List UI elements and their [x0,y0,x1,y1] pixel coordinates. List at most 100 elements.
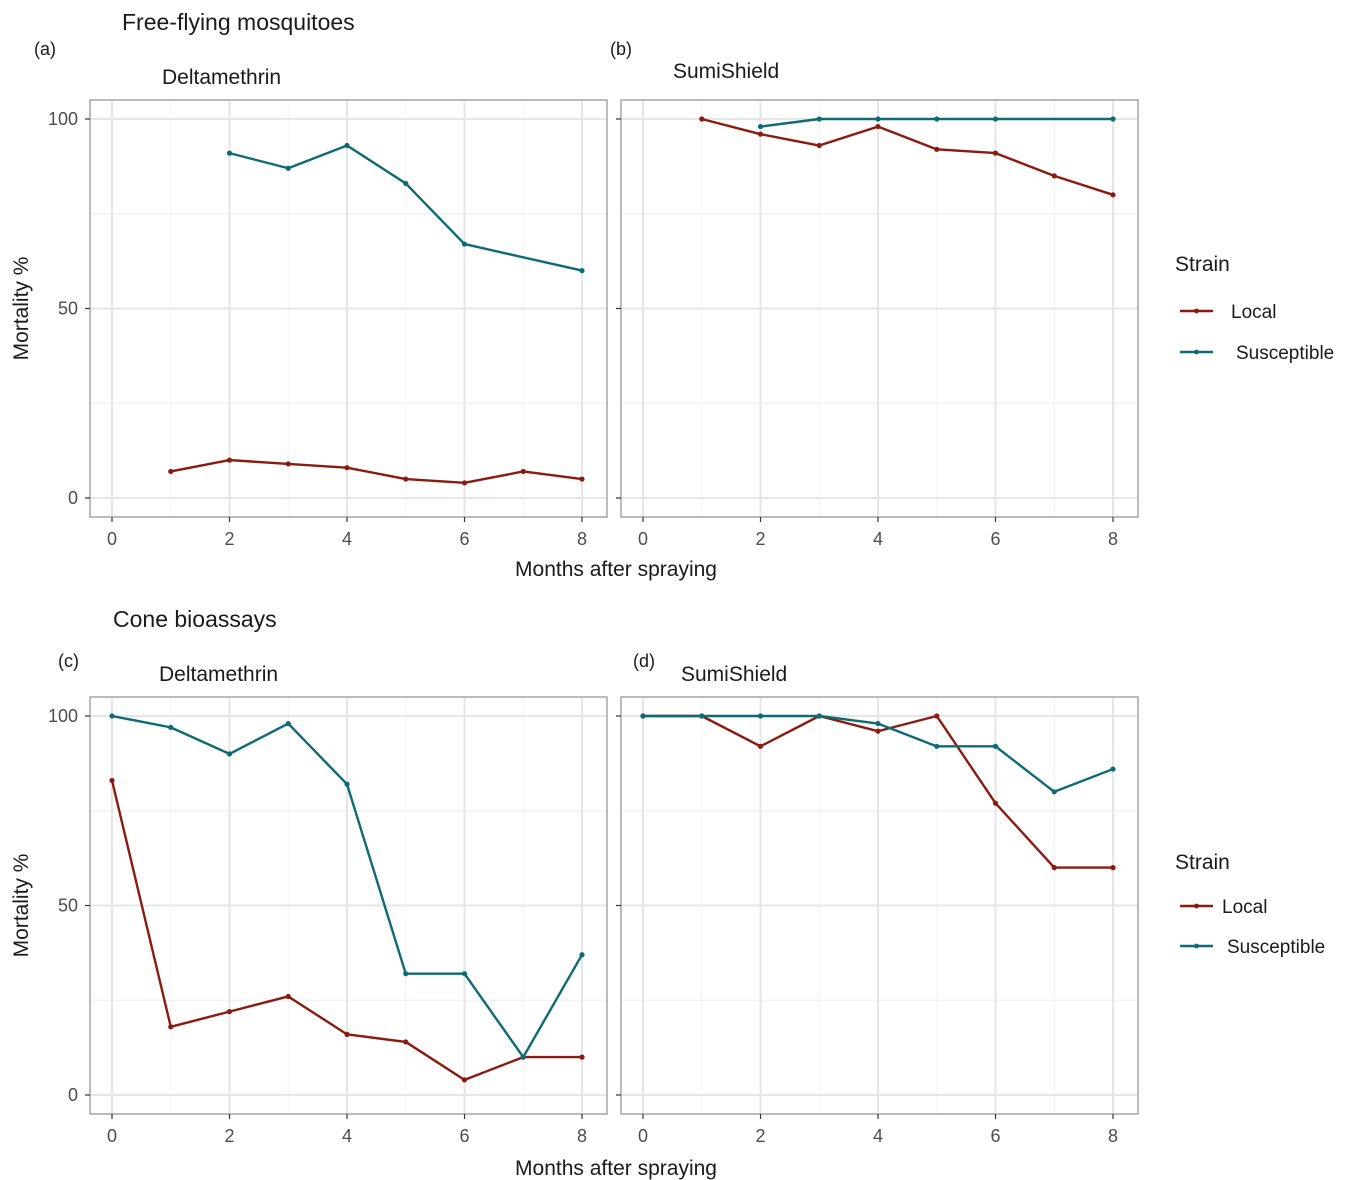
series-line-susceptible [229,144,583,272]
data-point-local [1051,173,1057,179]
data-point-local [934,713,940,719]
x-axis-label-top: Months after spraying [515,558,717,581]
panel-letter: (d) [633,651,655,671]
data-point-susceptible [816,116,822,122]
legend-key-point [1194,903,1199,909]
data-point-local [579,476,585,482]
x-tick-label: 0 [638,1126,648,1146]
data-point-susceptible [757,713,764,719]
data-point-susceptible [757,123,764,130]
y-tick-label: 100 [48,109,78,129]
x-tick-label: 0 [107,529,117,549]
data-point-susceptible [992,743,999,749]
data-point-local [226,457,233,463]
x-tick-label: 4 [873,1126,883,1146]
data-point-local [757,743,764,749]
data-point-local [579,1054,585,1060]
series-line-local [701,117,1114,196]
x-tick-label: 6 [990,1126,1000,1146]
x-tick-label: 8 [577,1126,587,1146]
section-title-cone-bioassays: Cone bioassays [113,606,277,632]
legend-label-susceptible: Susceptible [1227,937,1325,958]
series-line-susceptible [760,117,1113,128]
data-point-susceptible [579,952,585,958]
data-point-susceptible [816,713,822,719]
legend-title: Strain [1175,851,1230,874]
panel-d-cone-sumishield: 0 2 4 6 8 (d) SumiShield [616,651,1139,1146]
data-point-local [1110,865,1116,871]
data-point-susceptible [699,713,705,719]
x-tick-label: 2 [755,1126,765,1146]
x-tick-label: 8 [1108,1126,1118,1146]
x-tick-label: 2 [224,1126,234,1146]
data-point-susceptible [875,720,881,727]
data-point-local [168,468,174,475]
data-point-local [875,728,881,734]
data-point-local [285,461,291,467]
x-tick-label: 0 [107,1126,117,1146]
x-tick-label: 2 [755,529,765,549]
x-axis-label-bottom: Months after spraying [515,1157,717,1180]
data-point-susceptible [579,268,585,274]
data-point-susceptible [285,720,291,727]
data-point-susceptible [934,743,940,749]
data-point-local [344,465,350,471]
data-point-local [699,116,705,122]
legend-label-local: Local [1231,302,1276,323]
data-point-local [934,146,940,152]
data-point-local [461,1077,468,1083]
x-tick-label: 6 [990,529,1000,549]
legend-label-local: Local [1222,897,1267,918]
legend-title: Strain [1175,253,1230,276]
data-point-local [461,480,468,486]
x-tick-label: 4 [342,529,352,549]
data-point-susceptible [285,165,291,171]
legend-bottom: Strain Local Susceptible [1175,851,1325,958]
data-point-susceptible [875,116,881,122]
data-point-susceptible [992,116,999,122]
x-tick-label: 4 [873,529,883,549]
data-point-susceptible [1110,766,1116,772]
x-tick-label: 0 [638,529,648,549]
x-tick-label: 6 [459,1126,469,1146]
panel-title: Deltamethrin [162,66,281,89]
data-point-local [403,476,409,482]
panel-letter: (a) [34,39,56,59]
legend-key-point [1194,943,1199,949]
y-axis-label: Mortality % [10,854,33,958]
panel-letter: (c) [58,651,79,671]
data-point-susceptible [109,713,115,719]
data-point-susceptible [1110,116,1116,122]
data-point-susceptible [461,241,468,247]
data-point-local [1110,192,1116,198]
data-point-local [1051,865,1057,871]
data-point-susceptible [403,971,409,977]
data-point-local [875,123,881,130]
x-tick-label: 6 [459,529,469,549]
data-point-susceptible [403,180,409,187]
data-point-local [344,1031,350,1037]
x-tick-label: 8 [1108,529,1118,549]
data-point-susceptible [344,142,350,149]
y-tick-label: 50 [58,896,78,916]
panel-title: SumiShield [681,663,787,686]
data-point-local [403,1039,409,1045]
y-axis-label: Mortality % [10,257,33,361]
data-point-local [816,142,822,149]
panel-c-cone-deltamethrin: 0 2 4 6 8 0 50 100 (c) Deltamethrin Mortality % [10,651,608,1146]
data-point-susceptible [226,150,233,156]
x-tick-label: 2 [224,529,234,549]
data-point-local [992,800,999,806]
data-point-local [168,1024,174,1030]
y-tick-label: 0 [68,1085,78,1105]
data-point-local [992,150,999,156]
data-point-susceptible [1051,789,1057,795]
x-tick-label: 8 [577,529,587,549]
data-point-susceptible [226,751,233,757]
data-point-local [520,468,526,475]
y-tick-label: 0 [68,488,78,508]
data-point-local [285,993,291,1000]
data-point-susceptible [461,971,468,977]
data-point-susceptible [168,724,174,730]
